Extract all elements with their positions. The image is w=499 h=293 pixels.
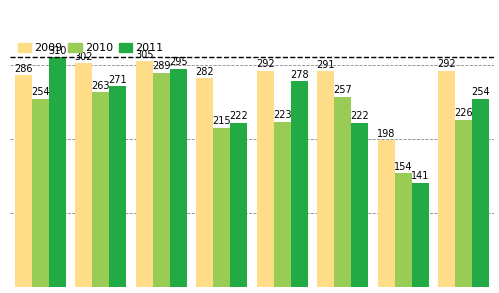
Text: 282: 282 bbox=[196, 67, 214, 77]
Text: 215: 215 bbox=[213, 116, 231, 126]
Legend: 2009, 2010, 2011: 2009, 2010, 2011 bbox=[15, 41, 166, 56]
Text: 222: 222 bbox=[230, 111, 248, 121]
Bar bbox=[291, 81, 308, 287]
Bar bbox=[412, 183, 429, 287]
Text: 302: 302 bbox=[74, 52, 93, 62]
Text: 305: 305 bbox=[135, 50, 154, 59]
Text: 289: 289 bbox=[152, 62, 171, 71]
Bar bbox=[257, 71, 274, 287]
Text: 271: 271 bbox=[108, 75, 127, 85]
Bar bbox=[196, 78, 213, 287]
Bar bbox=[472, 99, 489, 287]
Bar bbox=[317, 71, 334, 287]
Bar bbox=[213, 128, 230, 287]
Bar bbox=[170, 69, 187, 287]
Bar bbox=[230, 122, 247, 287]
Text: 254: 254 bbox=[31, 87, 49, 97]
Bar bbox=[49, 57, 66, 287]
Text: 222: 222 bbox=[350, 111, 369, 121]
Text: 198: 198 bbox=[377, 129, 396, 139]
Text: 292: 292 bbox=[438, 59, 456, 69]
Bar bbox=[438, 71, 455, 287]
Text: 291: 291 bbox=[316, 60, 335, 70]
Bar bbox=[334, 97, 351, 287]
Bar bbox=[378, 140, 395, 287]
Text: 263: 263 bbox=[91, 81, 110, 91]
Bar bbox=[136, 61, 153, 287]
Bar bbox=[455, 120, 472, 287]
Text: 295: 295 bbox=[169, 57, 188, 67]
Text: 286: 286 bbox=[14, 64, 32, 74]
Bar bbox=[351, 122, 368, 287]
Bar bbox=[153, 73, 170, 287]
Text: 310: 310 bbox=[48, 46, 66, 56]
Bar bbox=[92, 92, 109, 287]
Bar bbox=[32, 99, 49, 287]
Bar bbox=[15, 75, 32, 287]
Bar bbox=[395, 173, 412, 287]
Text: 254: 254 bbox=[472, 87, 490, 97]
Text: 226: 226 bbox=[455, 108, 473, 118]
Bar bbox=[109, 86, 126, 287]
Text: 292: 292 bbox=[256, 59, 274, 69]
Text: 257: 257 bbox=[333, 85, 352, 95]
Text: 141: 141 bbox=[411, 171, 429, 181]
Text: 154: 154 bbox=[394, 161, 413, 171]
Text: 278: 278 bbox=[290, 70, 308, 80]
Bar bbox=[75, 63, 92, 287]
Text: 223: 223 bbox=[273, 110, 291, 120]
Bar bbox=[274, 122, 291, 287]
